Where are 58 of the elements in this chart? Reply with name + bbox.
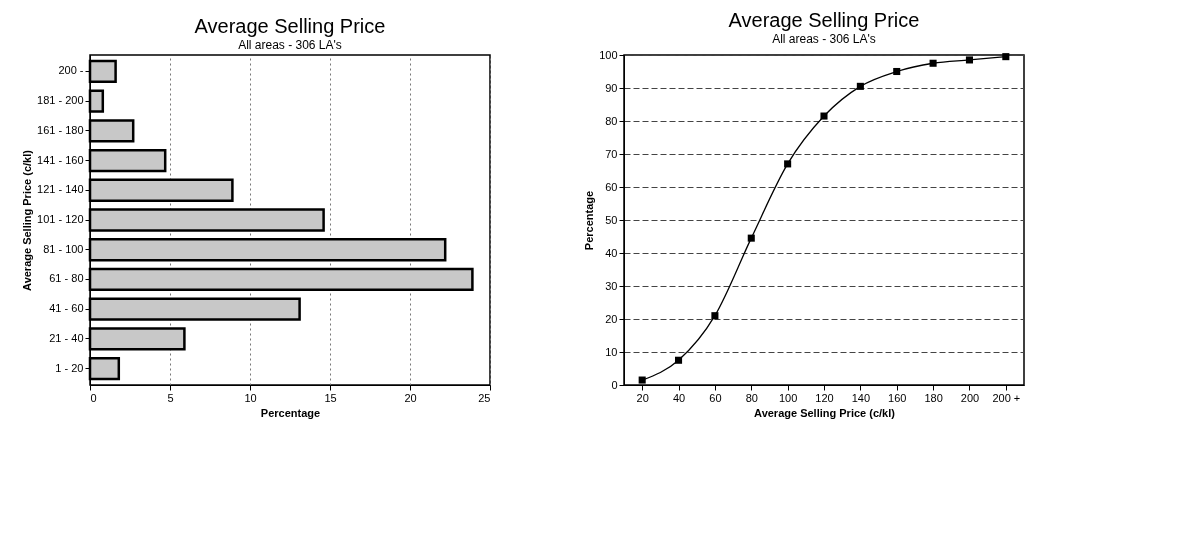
x-tick-label: 15	[324, 391, 337, 404]
point	[1002, 53, 1010, 61]
x-tick-label: 20	[404, 391, 417, 404]
y-tick-label: 60	[605, 180, 618, 193]
x-tick-label: 25	[478, 391, 491, 404]
x-tick-label: 60	[709, 391, 722, 404]
y-tick-label: 100	[599, 48, 618, 61]
y-tick-label: 90	[605, 81, 618, 94]
y-tick-label: 61 - 80	[49, 272, 84, 285]
chart-title: Average Selling Price	[194, 15, 386, 37]
y-tick-label: 30	[605, 279, 618, 292]
x-axis-title: Percentage	[260, 406, 321, 419]
y-tick-label: 161 - 180	[37, 123, 84, 136]
y-axis-title: Percentage	[583, 190, 596, 251]
x-tick-label: 5	[167, 391, 174, 404]
x-tick-label: 0	[90, 391, 97, 404]
x-tick-label: 200	[960, 391, 980, 404]
chart-subtitle: All areas - 306 LA's	[238, 38, 342, 52]
y-tick-label: 121 - 140	[37, 183, 84, 196]
y-tick-label: 81 - 100	[43, 242, 84, 255]
y-tick-label: 0	[611, 378, 618, 391]
y-tick-label: 10	[605, 345, 618, 358]
x-tick-label: 180	[924, 391, 943, 404]
point	[638, 376, 646, 384]
x-tick-label: 140	[851, 391, 871, 404]
x-tick-label: 120	[815, 391, 834, 404]
x-tick-label: 20	[636, 391, 649, 404]
x-tick-label: 80	[745, 391, 758, 404]
y-tick-label: 181 - 200	[37, 94, 84, 107]
point	[856, 82, 864, 90]
x-tick-label: 10	[244, 391, 257, 404]
y-tick-label: 80	[605, 114, 618, 127]
y-tick-label: 20	[605, 312, 618, 325]
y-tick-label: 1 - 20	[55, 361, 84, 374]
point	[747, 234, 755, 242]
point	[929, 59, 937, 67]
point	[820, 112, 828, 120]
y-tick-label: 101 - 120	[37, 213, 84, 225]
x-tick-label: 40	[672, 391, 686, 404]
x-tick-label: 160	[888, 391, 907, 404]
y-tick-label: 200 -	[58, 64, 84, 77]
chart-title: Average Selling Price	[728, 9, 920, 31]
y-tick-label: 40	[605, 246, 618, 259]
point	[965, 56, 973, 64]
chart-subtitle: All areas - 306 LA's	[772, 32, 876, 46]
x-tick-label: 200 +	[992, 391, 1021, 404]
point	[893, 67, 901, 76]
y-tick-label: 41 - 60	[49, 302, 84, 315]
point	[711, 312, 719, 320]
y-tick-label: 141 - 160	[37, 153, 84, 166]
x-tick-label: 100	[778, 391, 798, 404]
x-axis-title: Average Selling Price (c/kl)	[754, 406, 896, 419]
point	[675, 356, 683, 364]
y-tick-label: 50	[605, 213, 618, 226]
y-axis-title: Average Selling Price (c/kl)	[21, 149, 34, 291]
y-tick-label: 70	[605, 147, 618, 160]
point	[784, 160, 792, 168]
y-tick-label: 21 - 40	[49, 331, 84, 344]
